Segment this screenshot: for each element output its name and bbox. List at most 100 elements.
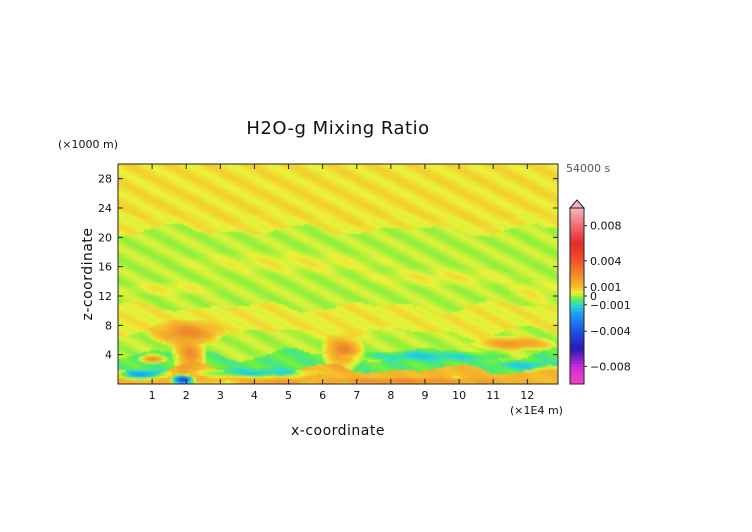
colorbar-swatch <box>570 345 584 350</box>
y-ticks: 4 8 12 16 20 24 28 <box>98 173 558 362</box>
colorbar-swatch <box>570 237 584 241</box>
colorbar-swatch <box>570 257 584 262</box>
colorbar-tick-label: 0.008 <box>590 220 622 233</box>
colorbar-swatch <box>570 381 584 385</box>
colorbar-swatch <box>570 222 584 227</box>
colorbar-swatch <box>570 272 584 276</box>
colorbar-tick-label: −0.008 <box>590 360 631 373</box>
colorbar-swatch <box>570 234 584 238</box>
colorbar-swatch <box>570 296 584 300</box>
colorbar-swatch <box>570 216 584 221</box>
colorbar-swatch <box>570 372 584 376</box>
colorbar-swatch <box>570 363 584 367</box>
colorbar-swatch <box>570 369 584 373</box>
colorbar-swatch <box>570 208 584 212</box>
colorbar-swatch <box>570 366 584 370</box>
y-tick-label: 12 <box>98 290 112 303</box>
colorbar-swatch <box>570 269 584 274</box>
colorbar-swatch <box>570 275 584 279</box>
x-tick-label: 11 <box>486 389 500 402</box>
x-tick-label: 12 <box>520 389 534 402</box>
colorbar-swatch <box>570 360 584 364</box>
colorbar-swatch <box>570 334 584 338</box>
colorbar-swatch <box>570 219 584 224</box>
y-unit-label: (×1000 m) <box>58 138 118 151</box>
colorbar-swatch <box>570 246 584 250</box>
colorbar-tick-label: 0 <box>590 290 597 303</box>
y-tick-label: 20 <box>98 231 112 244</box>
colorbar-swatches <box>570 208 584 385</box>
colorbar-swatch <box>570 254 584 259</box>
x-tick-label: 7 <box>353 389 360 402</box>
colorbar-swatch <box>570 322 584 326</box>
colorbar-tick-label: −0.004 <box>590 325 631 338</box>
x-tick-label: 8 <box>387 389 394 402</box>
colorbar-swatch <box>570 319 584 323</box>
x-tick-label: 5 <box>285 389 292 402</box>
x-ticks: 1 2 3 4 5 6 7 8 9 10 11 12 <box>149 164 534 402</box>
colorbar-tick-label: 0.004 <box>590 255 622 268</box>
mixing-ratio-field <box>118 164 558 384</box>
colorbar-swatch <box>570 266 584 271</box>
chart-title: H2O-g Mixing Ratio <box>246 118 429 139</box>
y-tick-label: 16 <box>98 261 112 274</box>
colorbar-swatch <box>570 357 584 362</box>
colorbar-swatch <box>570 337 584 341</box>
colorbar-swatch <box>570 378 584 382</box>
x-tick-label: 1 <box>149 389 156 402</box>
colorbar-swatch <box>570 260 584 265</box>
y-tick-label: 28 <box>98 173 112 186</box>
colorbar-tick-label: −0.001 <box>590 299 631 312</box>
colorbar-swatch <box>570 225 584 230</box>
x-tick-label: 9 <box>421 389 428 402</box>
colorbar-swatch <box>570 263 584 268</box>
colorbar-swatch <box>570 293 584 297</box>
y-tick-label: 24 <box>98 202 112 215</box>
colorbar-tick-label: 0.001 <box>590 281 622 294</box>
colorbar-swatch <box>570 310 584 315</box>
colorbar-swatch <box>570 249 584 253</box>
x-tick-label: 3 <box>217 389 224 402</box>
x-axis-label: x-coordinate <box>291 423 385 439</box>
colorbar-swatch <box>570 240 584 244</box>
colorbar-swatch <box>570 301 584 306</box>
y-tick-label: 4 <box>105 349 112 362</box>
colorbar-swatch <box>570 331 584 335</box>
colorbar-swatch <box>570 351 584 356</box>
colorbar-swatch <box>570 228 584 232</box>
colorbar-swatch <box>570 304 584 309</box>
colorbar-swatch <box>570 252 584 256</box>
colorbar-swatch <box>570 354 584 359</box>
y-axis-label: z-coordinate <box>80 227 96 320</box>
colorbar-swatch <box>570 290 584 294</box>
colorbar-swatch <box>570 340 584 344</box>
colorbar-swatch <box>570 210 584 215</box>
colorbar-swatch <box>570 281 584 285</box>
y-tick-label: 8 <box>105 319 112 332</box>
colorbar-swatch <box>570 375 584 379</box>
x-tick-label: 6 <box>319 389 326 402</box>
colorbar-swatch <box>570 348 584 353</box>
x-unit-label: (×1E4 m) <box>510 404 563 417</box>
x-tick-label: 10 <box>452 389 466 402</box>
colorbar-swatch <box>570 243 584 247</box>
colorbar-swatch <box>570 278 584 282</box>
colorbar-swatch <box>570 287 584 291</box>
colorbar-swatch <box>570 328 584 332</box>
colorbar-swatch <box>570 284 584 288</box>
colorbar-swatch <box>570 231 584 235</box>
x-tick-label: 4 <box>251 389 258 402</box>
colorbar-swatch <box>570 313 584 318</box>
colorbar-swatch <box>570 325 584 329</box>
colorbar-swatch <box>570 316 584 320</box>
colorbar-swatch <box>570 298 584 303</box>
colorbar-swatch <box>570 342 584 347</box>
x-tick-label: 2 <box>183 389 190 402</box>
plot-frame <box>117 163 559 385</box>
time-label: 54000 s <box>566 162 610 175</box>
colorbar-swatch <box>570 213 584 218</box>
colorbar-overflow-arrow <box>568 199 586 209</box>
